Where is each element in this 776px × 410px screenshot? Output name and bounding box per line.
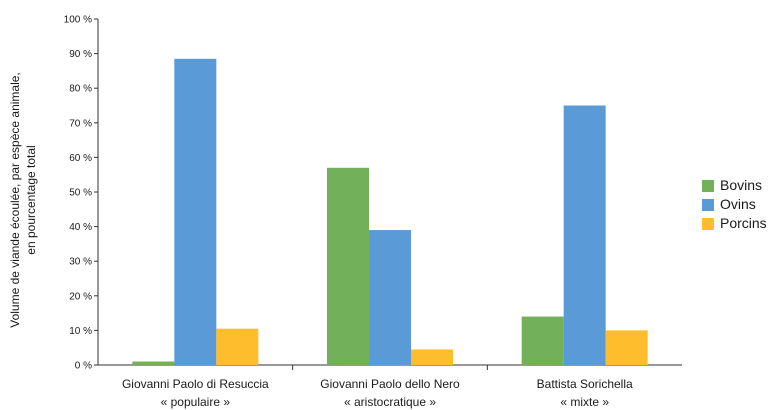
legend: Bovins Ovins Porcins xyxy=(702,176,767,233)
y-tick-label: 50 % xyxy=(69,188,92,199)
category-label: Giovanni Paolo dello Nero xyxy=(320,377,460,391)
y-tick-label: 0 % xyxy=(75,361,92,372)
legend-label-ovins: Ovins xyxy=(720,196,756,212)
y-tick-label: 10 % xyxy=(69,326,92,337)
category-label: « mixte » xyxy=(560,395,609,409)
category-label: Giovanni Paolo di Resuccia xyxy=(122,377,269,391)
y-tick-label: 40 % xyxy=(69,222,92,233)
y-tick-label: 30 % xyxy=(69,257,92,268)
bar-ovins-2 xyxy=(563,105,606,365)
bar-ovins-0 xyxy=(174,58,217,365)
category-label: Battista Sorichella xyxy=(537,377,633,391)
y-ticks: 0 % 10 % 20 % 30 % 40 % 50 % 60 % 70 % 80 % 90 % 1… xyxy=(64,15,98,372)
legend-swatch-porcins xyxy=(702,217,714,230)
legend-item-bovins: Bovins xyxy=(702,176,767,195)
y-tick-label: 70 % xyxy=(69,118,92,129)
y-axis-label: Volume de viande écoulée, par espèce ani… xyxy=(8,72,38,328)
bar-bovins-2 xyxy=(521,316,564,365)
category-label: « aristocratique » xyxy=(344,395,436,409)
bar-porcins-2 xyxy=(605,330,648,365)
y-tick-label: 80 % xyxy=(69,84,92,95)
legend-label-bovins: Bovins xyxy=(720,177,763,193)
y-axis-label-line: Volume de viande écoulée, par espèce ani… xyxy=(8,72,22,328)
y-tick-label: 20 % xyxy=(69,291,92,302)
y-tick-label: 90 % xyxy=(69,49,92,60)
bars xyxy=(132,58,648,365)
y-axis-label-line: en pourcentage total xyxy=(24,145,38,254)
legend-swatch-ovins xyxy=(702,198,714,211)
bar-bovins-0 xyxy=(132,361,175,365)
legend-swatch-bovins xyxy=(702,179,714,192)
legend-item-ovins: Ovins xyxy=(702,195,767,214)
bar-porcins-1 xyxy=(411,349,453,365)
legend-label-porcins: Porcins xyxy=(720,215,767,231)
legend-item-porcins: Porcins xyxy=(702,214,767,233)
category-label: « populaire » xyxy=(161,395,231,409)
bar-ovins-1 xyxy=(369,230,411,365)
bar-bovins-1 xyxy=(327,167,369,365)
category-labels: Giovanni Paolo di Resuccia « populaire » G… xyxy=(122,377,633,409)
bar-porcins-0 xyxy=(216,328,259,365)
y-tick-label: 100 % xyxy=(64,15,92,26)
y-tick-label: 60 % xyxy=(69,153,92,164)
